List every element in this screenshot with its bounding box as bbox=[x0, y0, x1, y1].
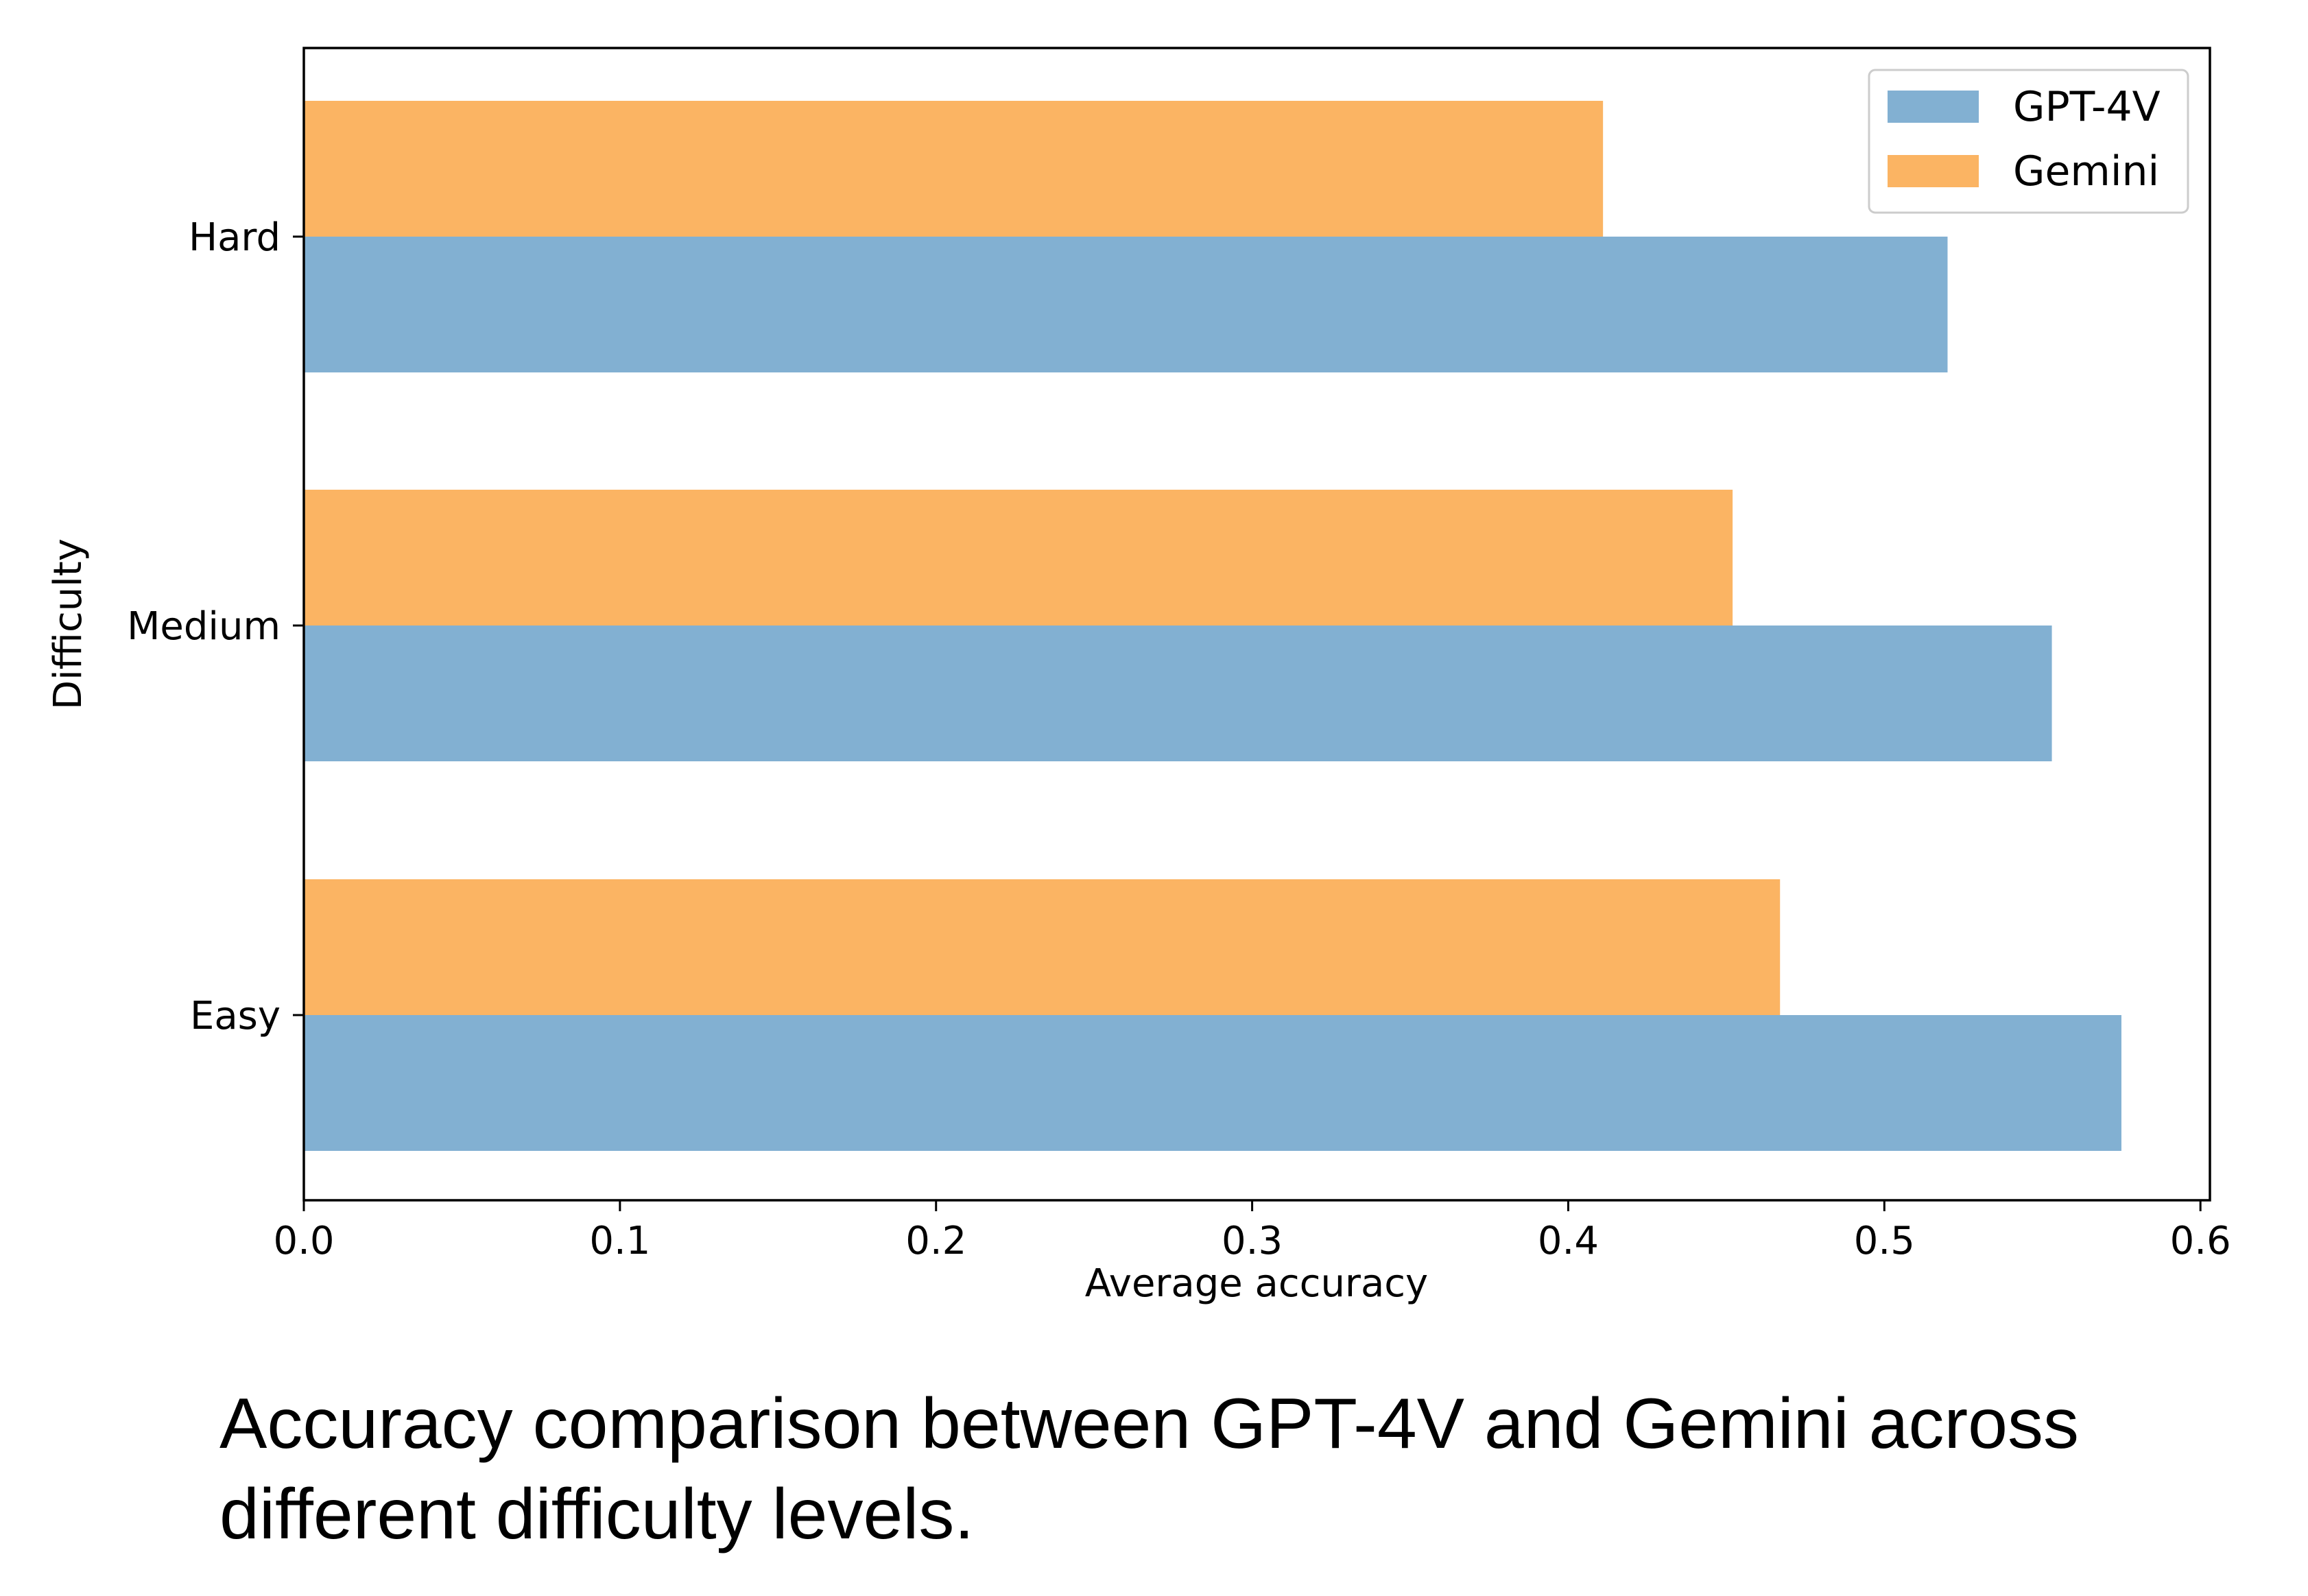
x-axis-label: Average accuracy bbox=[1085, 1261, 1428, 1306]
y-tick-label-easy: Easy bbox=[190, 994, 281, 1038]
figure-caption: Accuracy comparison between GPT-4V and G… bbox=[219, 1384, 2079, 1554]
x-tick-label: 0.2 bbox=[905, 1219, 966, 1263]
x-tick-label: 0.5 bbox=[1854, 1219, 1915, 1263]
y-tick-label-medium: Medium bbox=[127, 604, 281, 649]
legend: GPT-4V Gemini bbox=[1868, 69, 2189, 214]
bars-layer bbox=[304, 101, 2121, 1151]
x-tick-label: 0.4 bbox=[1538, 1219, 1599, 1263]
x-tick-label: 0.1 bbox=[589, 1219, 650, 1263]
bar-chart: 0.0 0.1 0.2 0.3 0.4 0.5 0.6 Easy Medium Hard Ave… bbox=[46, 47, 2231, 1306]
legend-label-gemini: Gemini bbox=[2013, 147, 2159, 195]
x-tick-label: 0.3 bbox=[1222, 1219, 1283, 1263]
legend-swatch-gpt-4v bbox=[1888, 91, 1979, 123]
bar-gemini-medium bbox=[304, 490, 1733, 626]
plot-frame bbox=[302, 47, 2211, 1202]
y-tick-label-hard: Hard bbox=[189, 215, 281, 260]
y-axis: Easy Medium Hard bbox=[127, 215, 304, 1038]
bar-gpt-4v-medium bbox=[304, 626, 2052, 761]
bar-gemini-easy bbox=[304, 879, 1781, 1015]
y-axis-label: Difficulty bbox=[46, 538, 91, 710]
x-tick-label: 0.6 bbox=[2170, 1219, 2231, 1263]
bar-gpt-4v-hard bbox=[304, 237, 1948, 372]
x-axis: 0.0 0.1 0.2 0.3 0.4 0.5 0.6 bbox=[273, 1200, 2231, 1263]
x-tick-label: 0.0 bbox=[273, 1219, 334, 1263]
bar-gpt-4v-easy bbox=[304, 1015, 2121, 1151]
bar-gemini-hard bbox=[304, 101, 1604, 237]
legend-label-gpt-4v: GPT-4V bbox=[2013, 83, 2161, 131]
legend-swatch-gemini bbox=[1888, 155, 1979, 187]
